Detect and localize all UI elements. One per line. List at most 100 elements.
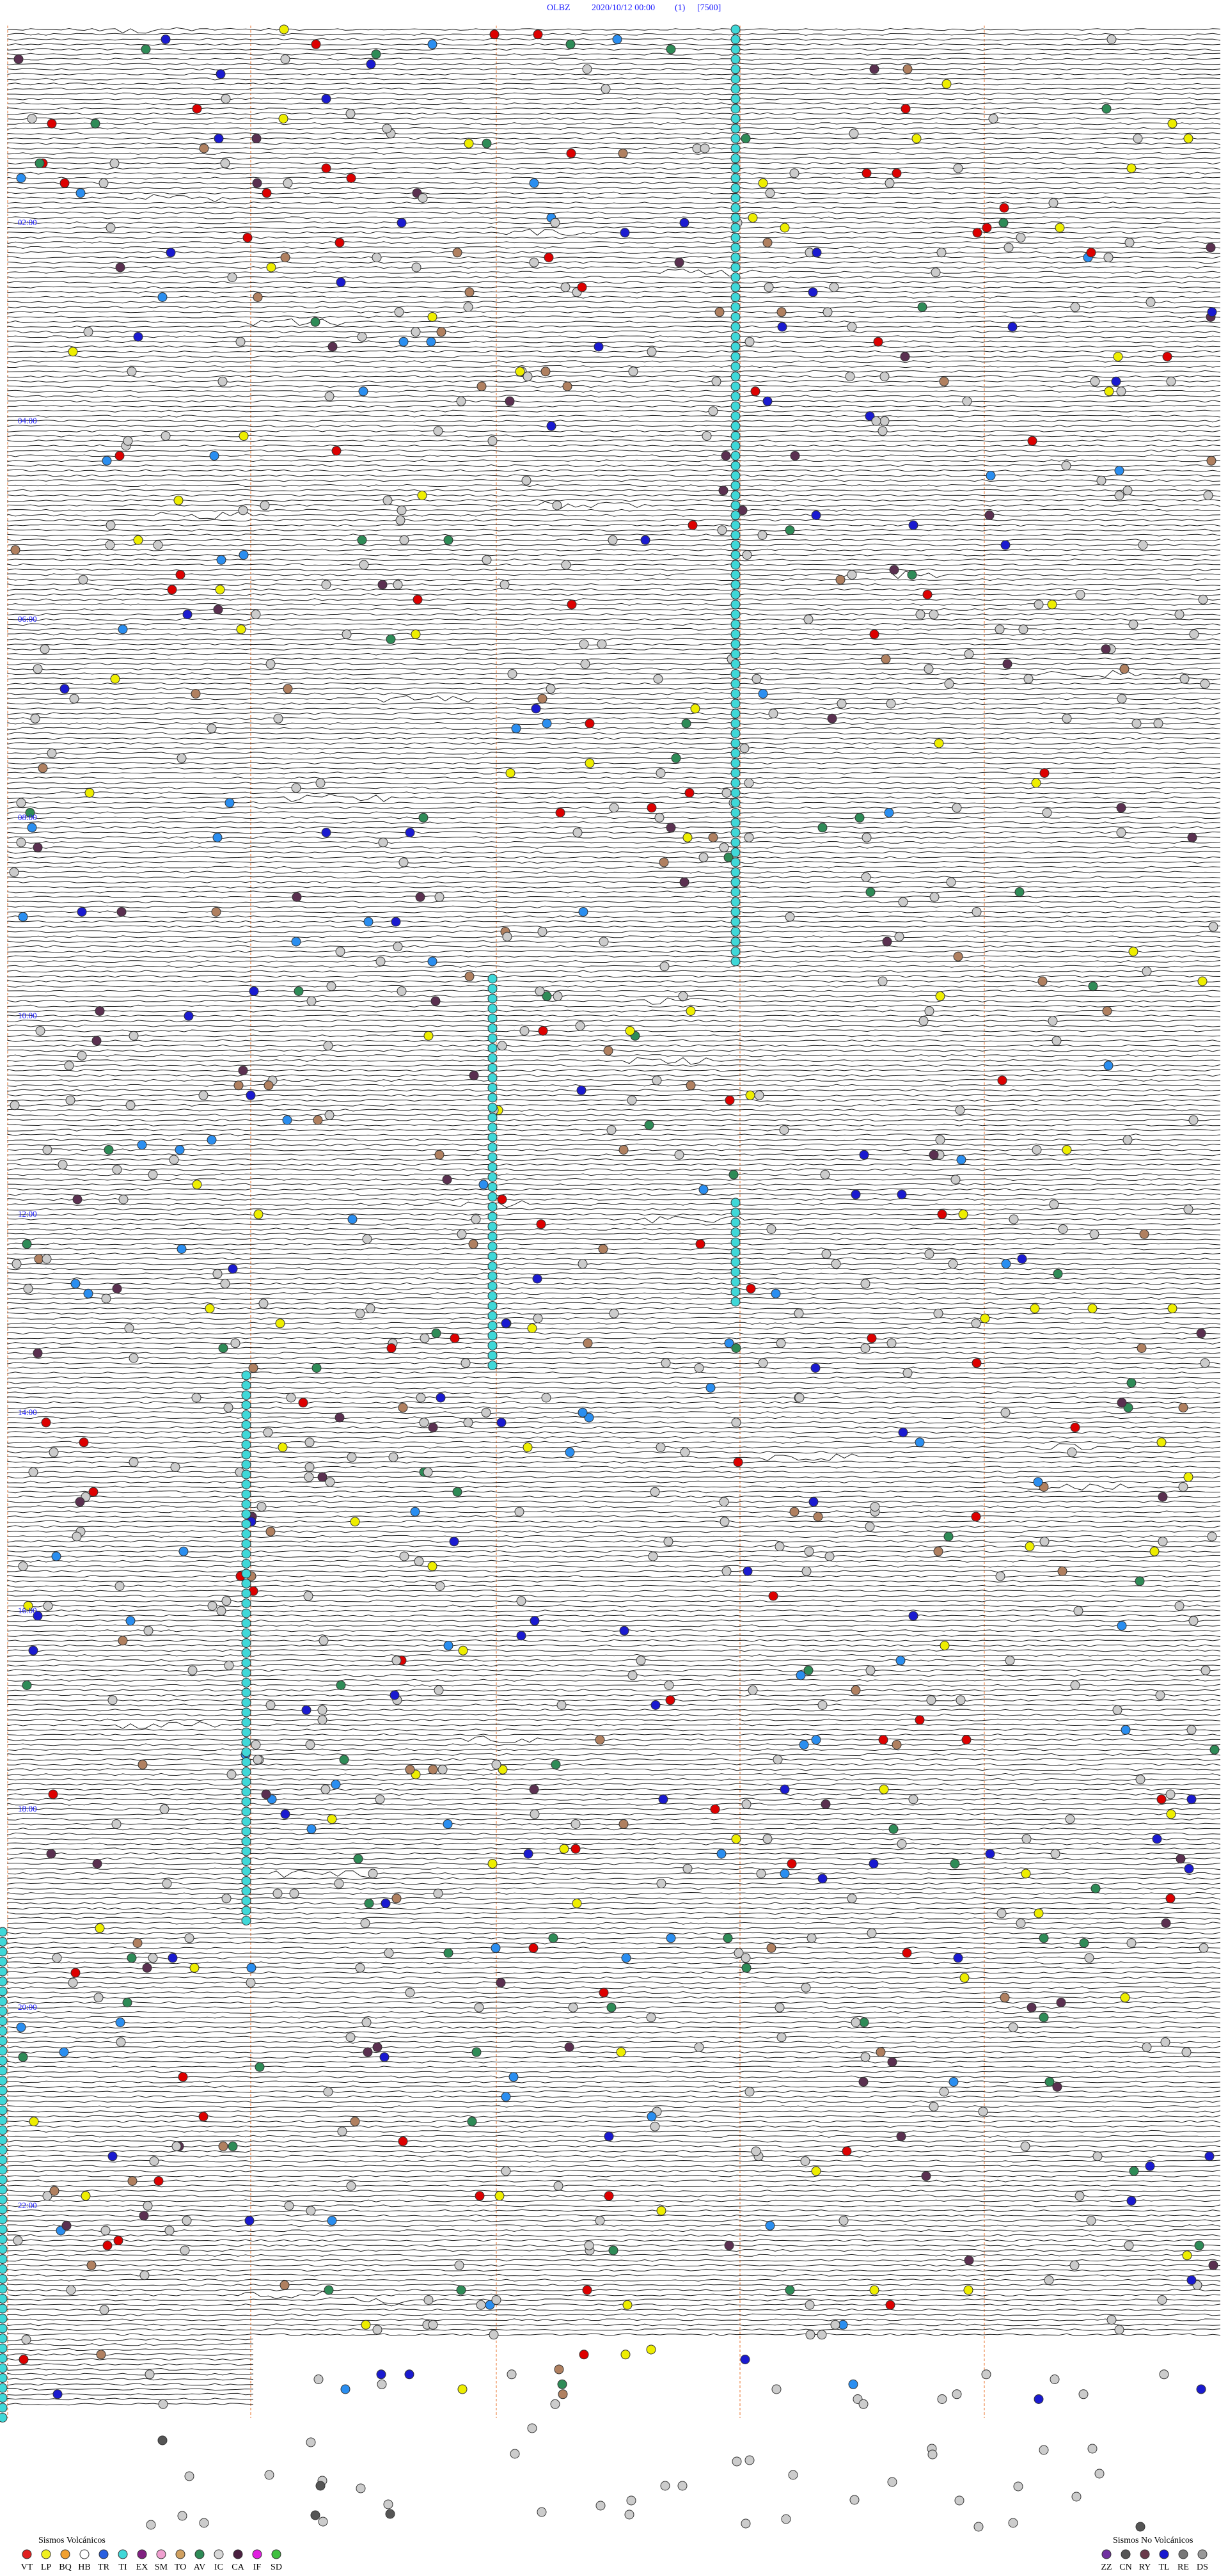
tremor-marker	[241, 1638, 251, 1648]
tremor-marker	[487, 1212, 498, 1222]
event-marker	[546, 684, 556, 694]
event-marker	[718, 486, 728, 496]
trace	[7, 2367, 254, 2371]
event-marker	[27, 823, 37, 833]
event-marker	[1051, 1036, 1062, 1046]
trace	[7, 707, 1221, 710]
event-marker	[497, 1194, 507, 1205]
event-marker	[1126, 1378, 1137, 1388]
event-marker	[658, 1794, 668, 1805]
trace	[7, 1817, 1221, 1821]
trace	[7, 1619, 1221, 1622]
event-marker	[313, 2375, 324, 2384]
event-marker	[16, 2022, 26, 2032]
trace	[7, 2268, 1221, 2272]
event-marker	[1061, 461, 1071, 471]
tremor-marker	[730, 154, 741, 163]
trace	[7, 1381, 1221, 1384]
event-marker	[251, 1740, 261, 1750]
event-marker	[666, 44, 676, 54]
event-marker	[1008, 2022, 1018, 2032]
event-marker	[301, 1705, 311, 1715]
tremor-marker	[241, 1797, 251, 1806]
trace	[7, 1019, 1221, 1023]
trace	[7, 1435, 1221, 1439]
trace	[7, 990, 1221, 993]
trace	[7, 950, 1221, 953]
event-marker	[184, 2471, 194, 2481]
tremor-marker	[241, 1707, 251, 1718]
trace	[7, 1763, 1221, 1766]
event-marker	[1062, 1145, 1072, 1155]
trace	[7, 1341, 1221, 1345]
tremor-marker	[0, 2393, 8, 2403]
event-marker	[542, 991, 552, 1001]
event-marker	[538, 1026, 548, 1036]
event-marker	[437, 1764, 448, 1774]
event-marker	[246, 1978, 256, 1987]
trace	[7, 1103, 1221, 1107]
trace	[7, 1347, 1221, 1350]
trace	[7, 1847, 1221, 1851]
event-marker	[115, 262, 125, 273]
event-marker	[1158, 1492, 1168, 1502]
event-marker	[443, 1948, 453, 1958]
event-marker	[501, 1318, 511, 1329]
trace	[7, 1009, 1221, 1013]
event-marker	[476, 381, 487, 391]
time-label: 14:00	[18, 1407, 37, 1417]
event-marker	[725, 1095, 735, 1105]
trace	[7, 766, 1221, 770]
event-marker	[892, 168, 902, 178]
trace	[7, 1267, 1221, 1270]
event-marker	[1204, 2151, 1215, 2161]
event-marker	[397, 505, 407, 516]
event-marker	[83, 1288, 93, 1299]
tremor-marker	[730, 857, 741, 867]
event-marker	[757, 530, 767, 540]
event-marker	[1103, 1061, 1114, 1071]
event-marker	[350, 2117, 360, 2126]
event-marker	[556, 1700, 567, 1710]
event-marker	[811, 2166, 821, 2176]
event-marker	[474, 2002, 484, 2012]
event-marker	[116, 2037, 126, 2047]
trace	[7, 370, 1221, 373]
event-marker	[1020, 2141, 1030, 2151]
event-marker	[125, 1616, 136, 1626]
event-marker	[744, 2087, 755, 2097]
trace	[7, 670, 1221, 678]
tremor-marker	[730, 233, 741, 242]
event-marker	[1122, 1135, 1133, 1145]
tremor-marker	[241, 1529, 251, 1539]
trace	[7, 1307, 1221, 1310]
event-marker	[1200, 1358, 1210, 1368]
event-marker	[646, 2344, 656, 2355]
event-marker	[416, 1393, 426, 1403]
event-marker	[1007, 322, 1018, 332]
tremor-marker	[241, 1370, 251, 1380]
event-marker	[218, 1343, 228, 1353]
event-marker	[746, 1284, 756, 1293]
trace	[7, 2095, 1221, 2098]
tremor-marker	[0, 2204, 8, 2215]
event-marker	[677, 2481, 688, 2491]
tremor-marker	[241, 1618, 251, 1628]
trace	[7, 761, 1221, 765]
trace	[7, 1371, 1221, 1375]
event-marker	[122, 1998, 132, 2007]
event-marker	[1114, 466, 1124, 476]
event-marker	[820, 1169, 830, 1180]
event-marker	[279, 24, 289, 35]
event-marker	[618, 148, 628, 159]
event-marker	[423, 1467, 433, 1477]
event-marker	[756, 1869, 766, 1879]
tremor-marker	[730, 173, 741, 183]
event-marker	[886, 1338, 897, 1348]
trace	[7, 1604, 1221, 1608]
event-marker	[318, 2517, 328, 2527]
event-marker	[734, 1948, 744, 1958]
tremor-marker	[0, 2175, 8, 2185]
event-marker	[481, 1407, 491, 1418]
trace	[7, 221, 1221, 225]
